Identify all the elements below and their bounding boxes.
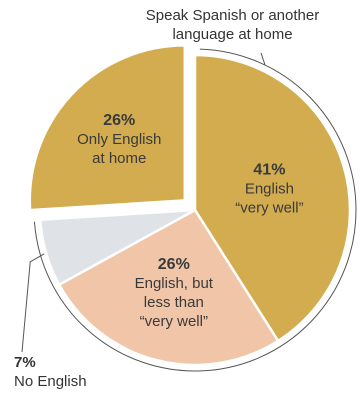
slice-english-less-than-very-well (57, 208, 280, 367)
leader-line-top (260, 52, 266, 66)
annotation-line: language at home (172, 26, 293, 43)
slice-text-label: less than (144, 294, 204, 311)
annotation-line: Speak Spanish or another (145, 7, 320, 24)
slice-text-label: “very well” (235, 199, 303, 216)
no-english-label: No English (14, 373, 87, 390)
leader-line-no-english (21, 253, 45, 353)
slice-no-english (38, 208, 196, 287)
slice-text-label: English, but (135, 275, 214, 292)
slice-labels: 41% English “very well” 26% English, but less… (77, 112, 303, 330)
slice-percent-label: 41% (253, 161, 285, 178)
slice-percent-label: 26% (103, 112, 135, 129)
slice-percent-label: 26% (158, 256, 190, 273)
no-english-percent: 7% (14, 354, 36, 371)
annotation-speak-spanish: Speak Spanish or another language at hom… (110, 6, 355, 44)
slice-text-label: “very well” (140, 313, 208, 330)
slice-text-label: Only English (77, 131, 161, 148)
annotation-no-english: 7% No English (14, 353, 154, 391)
bracket-arc (33, 48, 357, 372)
slice-text-label: at home (92, 150, 146, 167)
pie-slices (28, 44, 352, 367)
slice-only-english (28, 44, 187, 212)
slice-text-label: English (245, 180, 294, 197)
